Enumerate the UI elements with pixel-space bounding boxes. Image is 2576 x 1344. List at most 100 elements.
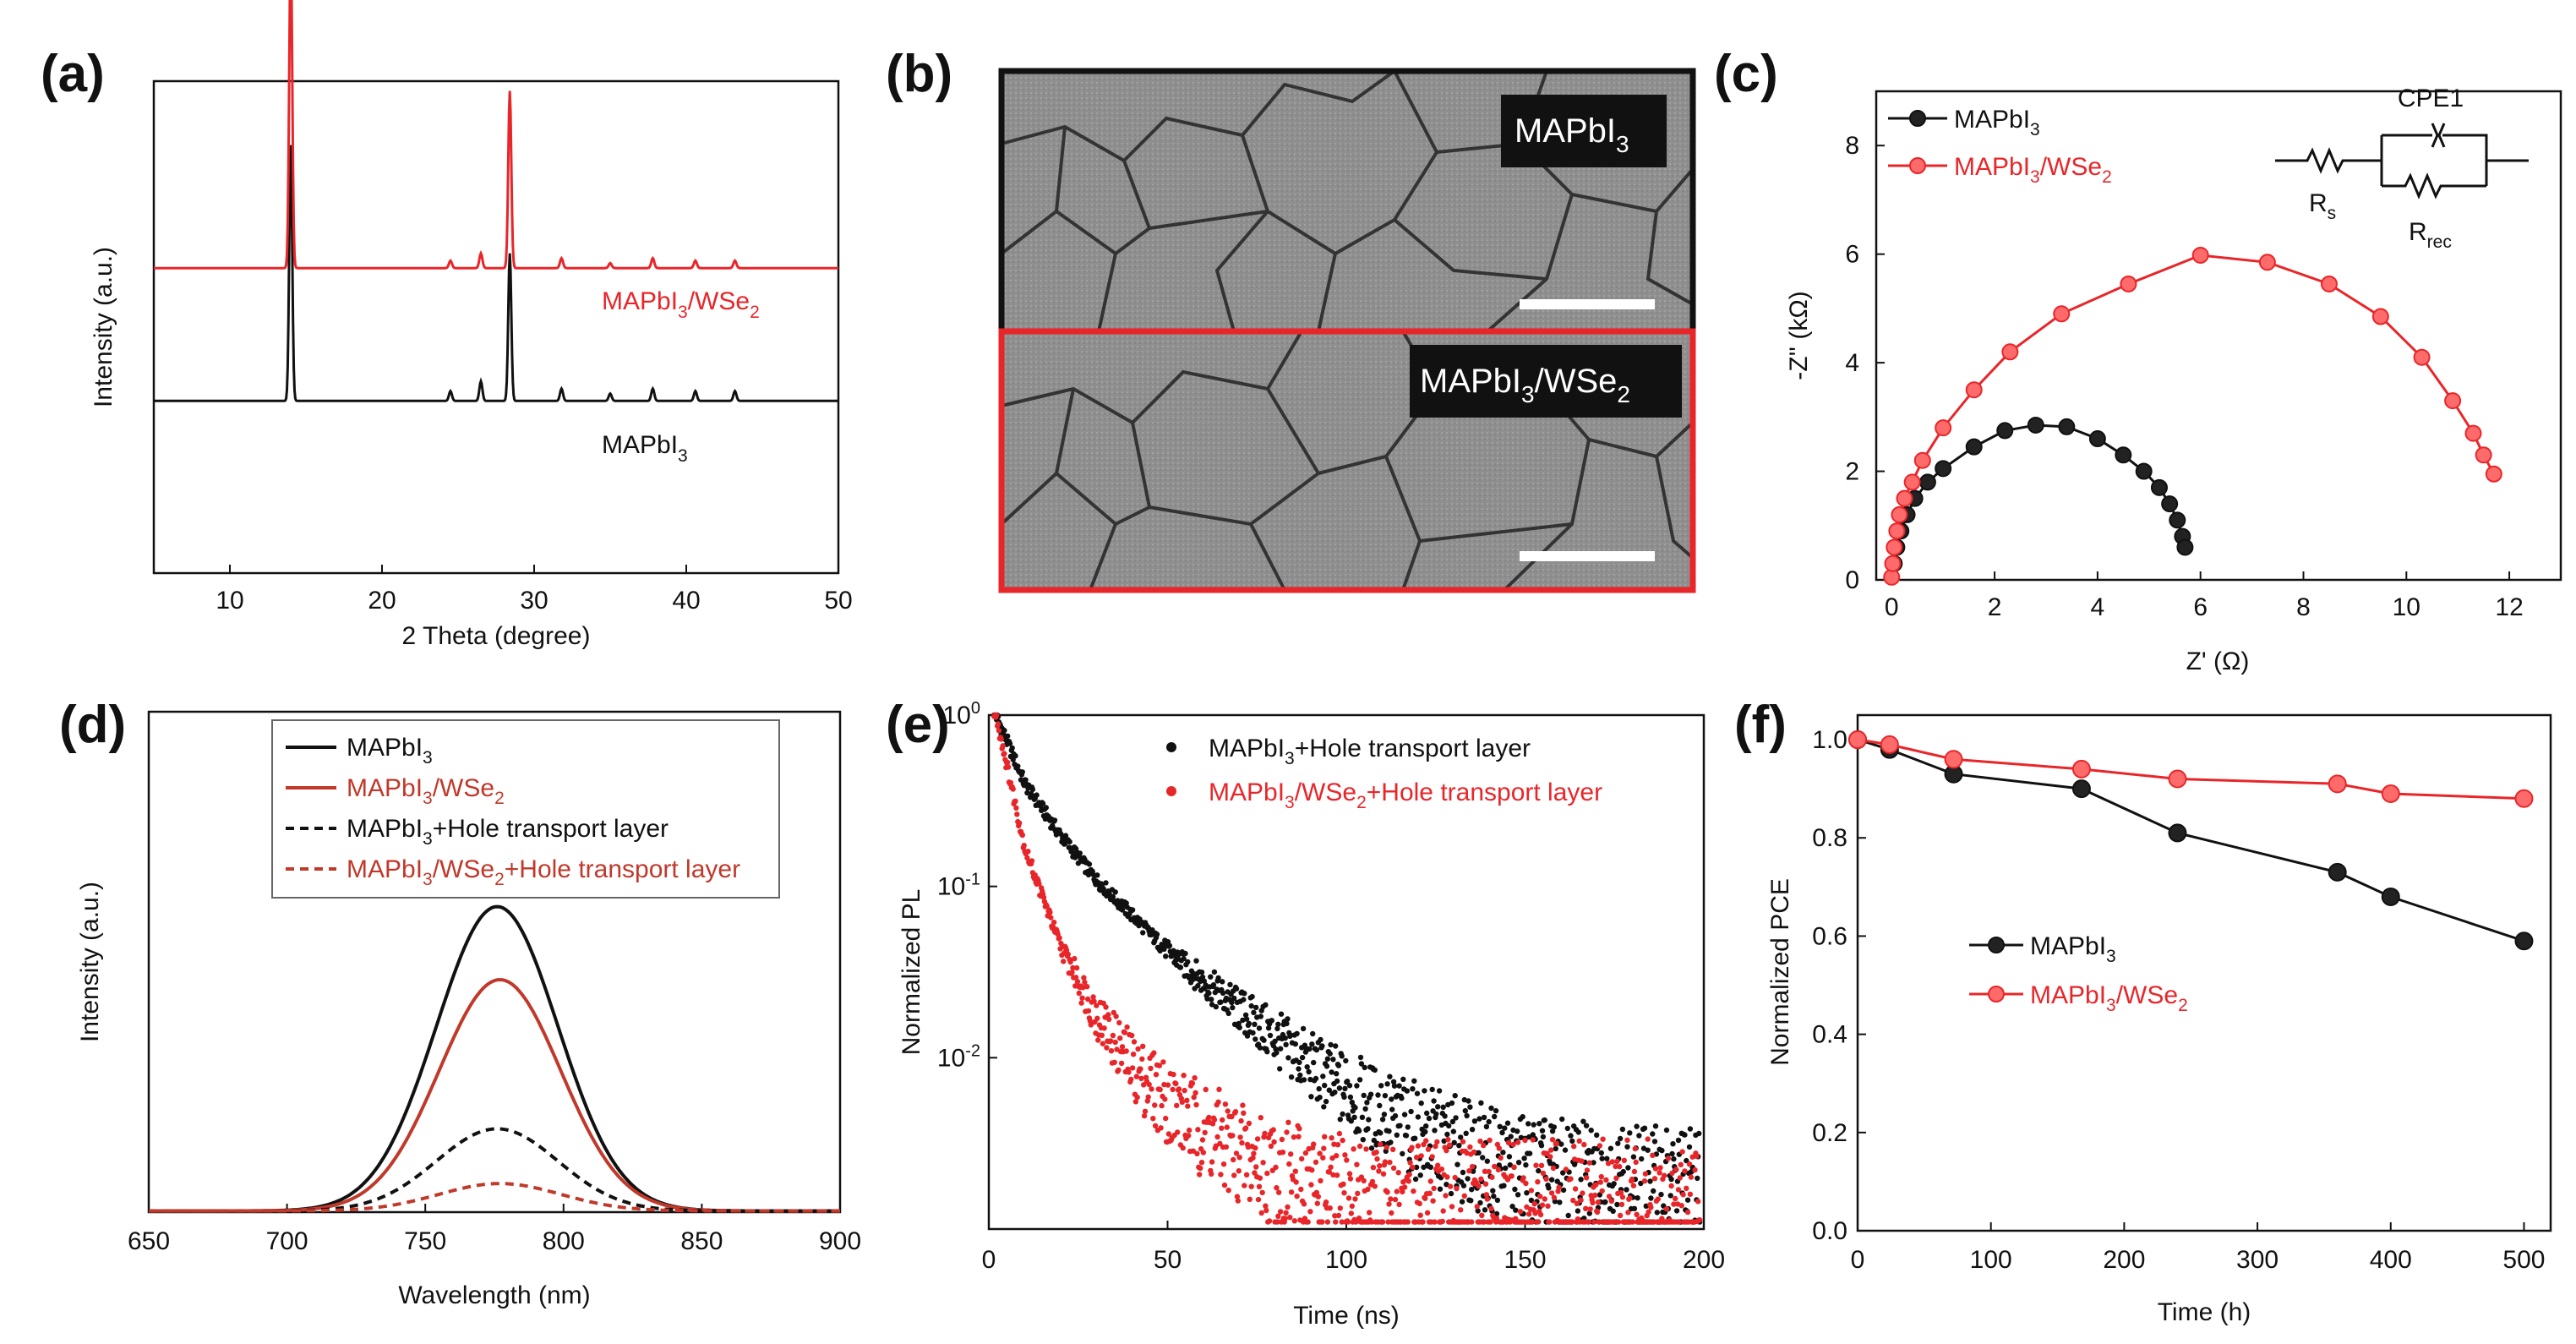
data-point: [1650, 1152, 1656, 1159]
data-point: [1450, 1128, 1457, 1134]
circuit-label-rrec: Rrec: [2409, 218, 2452, 252]
data-point: [1019, 769, 1026, 775]
data-point: [1357, 1054, 1364, 1061]
data-point: [1175, 1129, 1181, 1135]
x-tick-label-e: 150: [1504, 1246, 1546, 1274]
x-tick-label-d: 700: [266, 1227, 308, 1255]
data-point: [1422, 1195, 1428, 1201]
data-point: [1539, 1202, 1546, 1208]
data-point: [1435, 1104, 1441, 1110]
data-point: [1253, 1164, 1259, 1170]
data-point: [1651, 1176, 1658, 1182]
data-point: [1903, 473, 1921, 491]
panel-label-d: (d): [59, 696, 126, 754]
data-point: [1580, 1190, 1585, 1196]
data-point: [1368, 1145, 1375, 1151]
data-point: [1451, 1139, 1457, 1146]
data-point: [1696, 1130, 1702, 1137]
plot-frame-f: [1856, 713, 2552, 1232]
data-point: [1965, 438, 1983, 456]
data-point: [1444, 1131, 1450, 1138]
data-point: [1533, 1162, 1539, 1168]
data-point: [1282, 1216, 1288, 1221]
y-tick-label-e: 10-1: [937, 871, 980, 901]
data-point: [1526, 1150, 1533, 1156]
data-point: [1091, 998, 1097, 1004]
data-point: [1442, 1113, 1448, 1119]
data-point: [1392, 1112, 1399, 1119]
series-line: [149, 1182, 840, 1213]
data-point: [2071, 779, 2091, 799]
data-point: [1594, 1132, 1600, 1139]
data-point: [1467, 1104, 1473, 1110]
data-point: [1411, 1078, 1417, 1084]
data-point: [2150, 478, 2168, 496]
y-tick-label-c: 4: [1845, 349, 1859, 377]
data-point: [1298, 1186, 1304, 1193]
data-point: [1522, 1137, 1528, 1144]
data-point: [1252, 1170, 1258, 1176]
data-point: [1072, 975, 1079, 981]
data-point: [1352, 1105, 1358, 1111]
series-label-mapbi3: MAPbI3: [602, 431, 688, 466]
legend-marker-mapbi3-wse2: [1988, 986, 2005, 1003]
data-point: [1565, 1212, 1571, 1219]
data-point: [1401, 1184, 1408, 1190]
data-point: [1288, 1074, 1295, 1080]
data-point: [1313, 1189, 1320, 1196]
data-point: [1500, 1150, 1506, 1156]
data-point: [1142, 1108, 1149, 1115]
data-point: [1494, 1197, 1501, 1204]
data-point: [1241, 997, 1247, 1003]
data-point: [1576, 1138, 1582, 1145]
data-point: [1375, 1092, 1381, 1098]
data-point: [1696, 1217, 1703, 1223]
data-point: [1551, 1124, 1558, 1130]
data-point: [1447, 1142, 1453, 1148]
data-point: [1880, 735, 1899, 754]
data-point: [1256, 1183, 1263, 1190]
data-point: [1597, 1179, 1604, 1185]
data-point: [1498, 1155, 1504, 1161]
data-point: [1274, 1025, 1280, 1032]
data-point: [1340, 1137, 1345, 1144]
data-point: [1559, 1116, 1565, 1123]
data-point: [1580, 1118, 1586, 1124]
data-point: [1242, 1183, 1247, 1188]
data-point: [1335, 1063, 1342, 1068]
data-point: [1333, 1219, 1339, 1225]
x-tick-label-e: 200: [1683, 1246, 1725, 1274]
data-point: [1286, 1161, 1292, 1167]
data-point: [1394, 1188, 1400, 1194]
data-point: [1322, 1134, 1328, 1140]
data-point: [1625, 1165, 1631, 1171]
data-point: [1663, 1127, 1670, 1134]
data-point: [1217, 1140, 1223, 1147]
y-tick-label-c: 6: [1845, 241, 1859, 269]
data-point: [1558, 1141, 1564, 1147]
data-point: [1133, 1074, 1140, 1079]
data-point: [1884, 555, 1902, 572]
data-point: [1493, 1107, 1499, 1114]
data-point: [1632, 1145, 1639, 1152]
data-point: [1302, 1150, 1309, 1156]
panel-label-b: (b): [886, 45, 952, 103]
data-point: [1557, 1199, 1563, 1205]
data-point: [1171, 1071, 1176, 1078]
data-point: [1613, 1163, 1618, 1170]
data-point: [1012, 798, 1018, 804]
data-point: [1271, 1139, 1277, 1145]
data-point: [1553, 1145, 1559, 1152]
data-point: [1935, 419, 1952, 437]
data-point: [1318, 1036, 1323, 1043]
data-point: [1218, 1172, 1224, 1177]
data-point: [1324, 1219, 1331, 1225]
x-tick-label-c: 8: [2296, 593, 2311, 621]
data-point: [1025, 849, 1031, 855]
data-point: [1253, 1145, 1258, 1151]
data-point: [1174, 1102, 1180, 1109]
data-point: [1320, 1074, 1326, 1079]
data-point: [1327, 1051, 1333, 1057]
data-point: [1351, 1146, 1356, 1152]
y-axis-label-f: Normalized PCE: [1766, 878, 1794, 1066]
